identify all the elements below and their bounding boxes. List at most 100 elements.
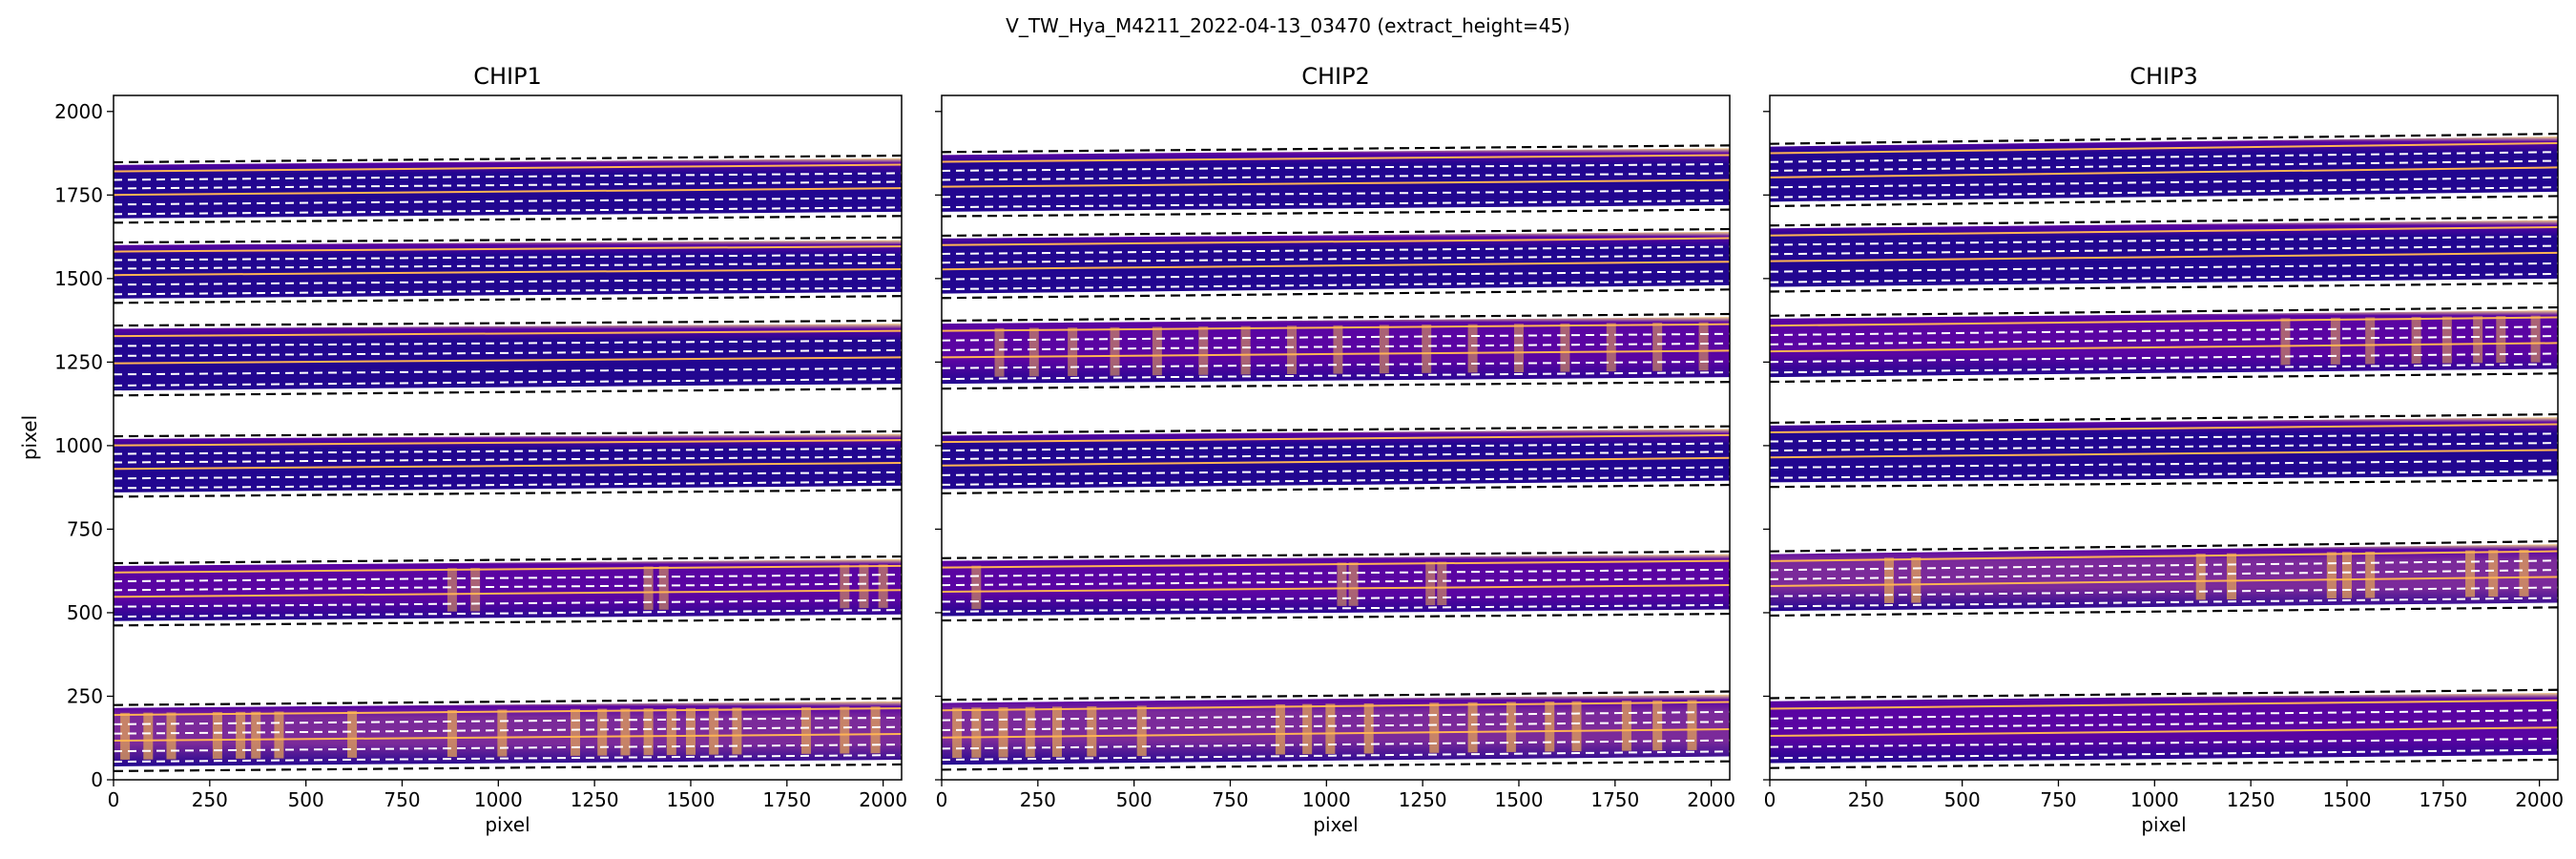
- emission-feature: [859, 564, 869, 609]
- trace-line: [942, 760, 1730, 771]
- x-tick-label: 1750: [2419, 788, 2467, 811]
- x-tick-label: 2000: [859, 788, 907, 811]
- trace-line: [114, 206, 902, 216]
- trace-line: [114, 598, 902, 608]
- trace-line: [942, 721, 1730, 731]
- trace-line: [1770, 412, 2558, 425]
- emission-feature: [1560, 323, 1570, 372]
- echelle-order: [1770, 133, 2558, 208]
- trace-line: [942, 466, 1730, 476]
- trace-line: [1770, 282, 2558, 293]
- emission-feature: [236, 711, 246, 759]
- trace-line: [942, 199, 1730, 209]
- trace-line: [942, 270, 1730, 281]
- echelle-order: [1770, 305, 2558, 384]
- trace-line: [942, 349, 1730, 359]
- trace-line: [114, 367, 902, 376]
- trace-line: [1770, 748, 2558, 760]
- trace-line: [1770, 699, 2558, 710]
- axes-frame: [113, 94, 903, 781]
- trace-line: [1770, 225, 2558, 237]
- trace-line: [942, 559, 1730, 569]
- trace-line: [1770, 540, 2558, 553]
- axes-frame: [941, 94, 1731, 781]
- emission-feature: [447, 709, 457, 757]
- emission-feature: [447, 568, 457, 612]
- emission-feature: [2326, 552, 2337, 598]
- trace-line: [114, 471, 902, 480]
- emission-feature: [1287, 325, 1298, 375]
- emission-feature: [1571, 701, 1582, 752]
- x-axis-label: pixel: [2141, 813, 2186, 836]
- emission-feature: [1068, 327, 1078, 376]
- trace-line: [942, 381, 1730, 390]
- echelle-order: [114, 154, 902, 224]
- trace-line: [114, 180, 902, 190]
- trace-line: [1770, 432, 2558, 443]
- order-band: [1770, 417, 2558, 483]
- emission-feature: [2341, 552, 2352, 598]
- emission-feature: [643, 708, 654, 756]
- x-axis-label: pixel: [485, 813, 530, 836]
- emission-feature: [1884, 557, 1895, 603]
- trace-line: [114, 489, 902, 498]
- x-tick-label: 1750: [762, 788, 811, 811]
- trace-line: [114, 582, 902, 592]
- x-tick-label: 0: [108, 788, 120, 811]
- emission-feature: [1621, 701, 1631, 751]
- x-tick-label: 1750: [1590, 788, 1639, 811]
- trace-line: [114, 388, 902, 397]
- panel-title: CHIP1: [473, 63, 542, 90]
- chip-panel-3: 0 250 500 750 1000 1250 1500 1750 2000 CHIP3 pixel: [1763, 63, 2564, 836]
- y-axis-label: pixel: [18, 415, 41, 460]
- emission-feature: [840, 564, 850, 609]
- trace-line: [1770, 272, 2558, 283]
- emission-feature: [1425, 561, 1436, 606]
- order-band: [114, 157, 902, 219]
- emission-feature: [1110, 326, 1120, 376]
- emission-feature: [998, 707, 1008, 758]
- axes-frame: [1769, 94, 2559, 781]
- trace-line: [942, 261, 1730, 271]
- trace-line: [942, 701, 1730, 712]
- emission-feature: [1087, 706, 1097, 757]
- emission-feature: [1025, 706, 1035, 758]
- trace-line: [114, 286, 902, 296]
- trace-line: [114, 564, 902, 574]
- trace-line: [1770, 176, 2558, 189]
- trace-line: [942, 237, 1730, 246]
- emission-feature: [2195, 554, 2206, 600]
- x-tick-label: 1250: [571, 788, 619, 811]
- echelle-order: [942, 425, 1730, 494]
- trace-line: [114, 733, 902, 743]
- echelle-order: [1770, 412, 2558, 489]
- trace-line: [1770, 423, 2558, 434]
- trace-line: [114, 236, 902, 244]
- trace-line: [114, 197, 902, 206]
- trace-line: [1770, 342, 2558, 353]
- order-band: [1770, 544, 2558, 612]
- trace-line: [114, 245, 902, 253]
- trace-line: [1770, 335, 2558, 346]
- emission-feature: [1379, 325, 1389, 374]
- y-tick-label: 1500: [54, 267, 103, 290]
- x-tick-label: 250: [192, 788, 228, 811]
- trace-line: [1770, 262, 2558, 273]
- trace-line: [114, 480, 902, 490]
- order-band: [114, 240, 902, 299]
- emission-feature: [570, 708, 580, 756]
- x-tick-label: 500: [1116, 788, 1153, 811]
- trace-line: [114, 339, 902, 347]
- emission-feature: [597, 708, 608, 756]
- y-tick-label: 750: [67, 517, 103, 540]
- trace-line: [114, 154, 902, 164]
- emission-feature: [1051, 706, 1062, 757]
- emission-feature: [620, 708, 631, 756]
- trace-line: [114, 725, 902, 735]
- trace-line: [942, 750, 1730, 762]
- trace-line: [114, 618, 902, 627]
- trace-line: [942, 577, 1730, 587]
- trace-line: [114, 555, 902, 565]
- trace-line: [1770, 688, 2558, 700]
- plot-area: [942, 144, 1730, 771]
